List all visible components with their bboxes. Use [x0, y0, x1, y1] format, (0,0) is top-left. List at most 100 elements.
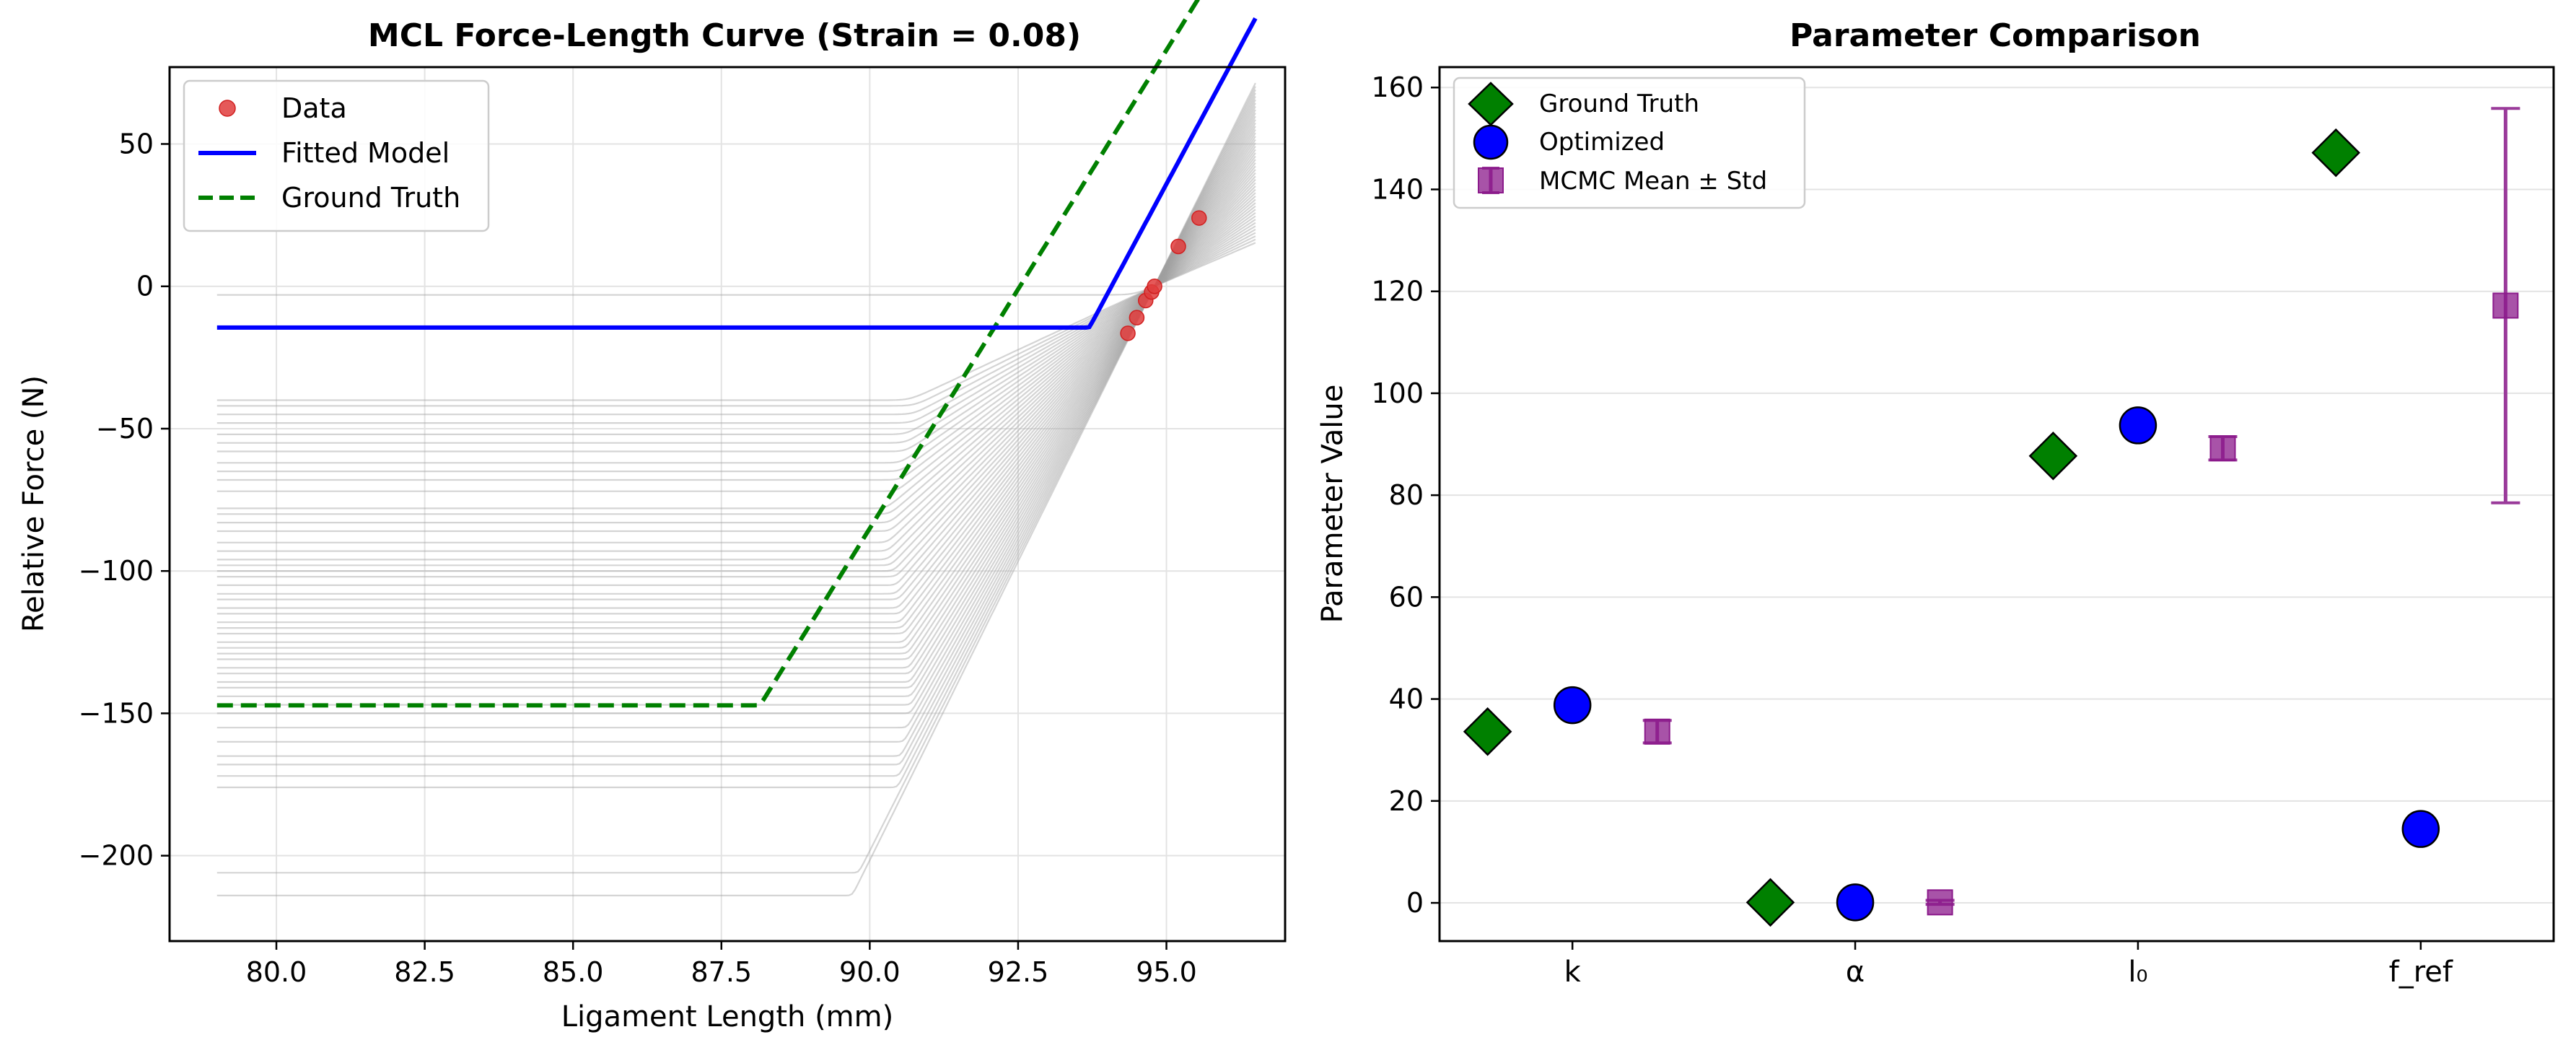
left-y-tick-label: −150 [79, 697, 154, 729]
posterior-sample-curve [216, 192, 1256, 533]
ground-truth-marker [1745, 878, 1795, 927]
posterior-sample-curve [216, 139, 1256, 649]
ground-truth-marker [2028, 432, 2078, 481]
ground-truth-curve [216, 0, 1201, 708]
ground-truth-marker [1463, 707, 1512, 756]
left-x-axis-label: Ligament Length (mm) [561, 1000, 893, 1033]
right-y-tick-label: 40 [1389, 683, 1424, 715]
posterior-sample-curve [216, 222, 1256, 444]
posterior-sample-curve [216, 136, 1256, 655]
posterior-sample-curve [216, 209, 1256, 481]
posterior-sample-curve [216, 102, 1256, 743]
left-x-tick-label: 90.0 [839, 956, 901, 988]
right-y-tick-label: 100 [1371, 377, 1424, 409]
left-chart-title: MCL Force-Length Curve (Strain = 0.08) [368, 17, 1081, 54]
posterior-sample-curve [216, 202, 1256, 510]
posterior-sample-curve [216, 212, 1256, 473]
category-label: f_ref [2389, 956, 2453, 989]
left-grid [170, 67, 1285, 941]
posterior-sample-curves [216, 82, 1256, 896]
posterior-sample-curve [216, 238, 1256, 401]
posterior-sample-curve [216, 129, 1256, 669]
posterior-sample-curve [216, 172, 1256, 578]
posterior-sample-curve [216, 185, 1256, 552]
right-ticks: 0 20 40 60 80 100 120 140 160 k α l₀ f_ref [1371, 71, 2453, 989]
left-y-tick-label: 50 [119, 128, 154, 160]
posterior-sample-curve [216, 92, 1256, 777]
left-legend: Data Fitted Model Ground Truth [183, 79, 490, 232]
mcmc-mean-marker [2209, 435, 2236, 462]
right-legend-box [1453, 76, 1806, 209]
posterior-sample-curve [216, 119, 1256, 688]
posterior-sample-curve [216, 86, 1256, 874]
right-legend: Ground Truth Optimized MCMC Mean ± Std [1453, 76, 1806, 209]
posterior-sample-curve [216, 126, 1256, 675]
right-panel: Parameter Comparison 0 20 40 60 80 100 120 140 1… [1316, 17, 2555, 989]
right-y-tick-label: 80 [1389, 479, 1424, 511]
right-y-tick-label: 140 [1371, 173, 1424, 205]
right-y-axis-label: Parameter Value [1316, 385, 1349, 624]
optimized-marker [1553, 686, 1592, 725]
posterior-sample-curve [216, 169, 1256, 586]
posterior-sample-curve [216, 115, 1256, 697]
right-y-tick-label: 0 [1406, 887, 1424, 919]
posterior-sample-curve [216, 159, 1256, 609]
posterior-sample-curve [216, 95, 1256, 766]
right-chart-title: Parameter Comparison [1789, 17, 2201, 54]
posterior-sample-curve [216, 152, 1256, 624]
legend-optimized-label: Optimized [1539, 128, 1665, 157]
left-x-tick-label: 85.0 [543, 956, 604, 988]
right-y-tick-label: 20 [1389, 785, 1424, 817]
posterior-sample-curve [216, 242, 1256, 296]
posterior-sample-curve [216, 235, 1256, 407]
posterior-sample-curve [216, 82, 1256, 896]
posterior-sample-curve [216, 205, 1256, 492]
posterior-sample-curve [216, 142, 1256, 643]
legend-gt-label: Ground Truth [1539, 89, 1699, 118]
data-point [1120, 325, 1136, 341]
right-series [1463, 107, 2520, 927]
left-axes-frame [168, 66, 1287, 943]
posterior-sample-curve [216, 182, 1256, 561]
legend-optimized-circle [1473, 124, 1509, 160]
posterior-sample-curve [216, 105, 1256, 729]
ground-truth-marker [2311, 128, 2361, 178]
right-y-tick-label: 60 [1389, 581, 1424, 613]
left-y-axis-label: Relative Force (N) [17, 375, 51, 632]
legend-data-marker [219, 100, 236, 117]
category-label: α [1846, 956, 1865, 989]
optimized-marker [2401, 810, 2440, 848]
left-x-tick-label: 95.0 [1136, 956, 1197, 988]
left-x-tick-label: 92.5 [988, 956, 1049, 988]
legend-data-label: Data [281, 92, 347, 124]
right-y-tick-label: 120 [1371, 276, 1424, 307]
posterior-sample-curve [216, 122, 1256, 683]
posterior-sample-curve [216, 232, 1256, 416]
posterior-sample-curve [216, 146, 1256, 635]
left-y-tick-label: −200 [79, 840, 154, 872]
right-grid [1440, 87, 2554, 904]
left-ticks: 80.0 82.5 85.0 87.5 90.0 92.5 95.0 −200 −150 −100… [79, 128, 1197, 988]
posterior-sample-curve [216, 165, 1256, 595]
category-label: l₀ [2128, 956, 2147, 989]
posterior-sample-curve [216, 175, 1256, 572]
posterior-sample-curve [216, 109, 1256, 714]
posterior-sample-curve [216, 179, 1256, 567]
left-x-tick-label: 80.0 [246, 956, 307, 988]
data-point [1191, 210, 1207, 226]
posterior-sample-curve [216, 195, 1256, 524]
posterior-sample-curve [216, 149, 1256, 629]
posterior-sample-curve [216, 132, 1256, 660]
category-label: k [1564, 956, 1582, 989]
mcmc-mean-marker [2492, 292, 2519, 319]
optimized-marker [1836, 883, 1875, 922]
posterior-sample-curve [216, 155, 1256, 615]
mcmc-mean-marker [1644, 718, 1670, 745]
data-point [1147, 278, 1162, 294]
data-point [1129, 310, 1145, 325]
legend-mcmc-square [1478, 167, 1504, 193]
legend-ground-truth-label: Ground Truth [281, 182, 460, 214]
left-y-tick-label: −50 [96, 413, 154, 445]
fitted-model-curve [216, 17, 1258, 330]
